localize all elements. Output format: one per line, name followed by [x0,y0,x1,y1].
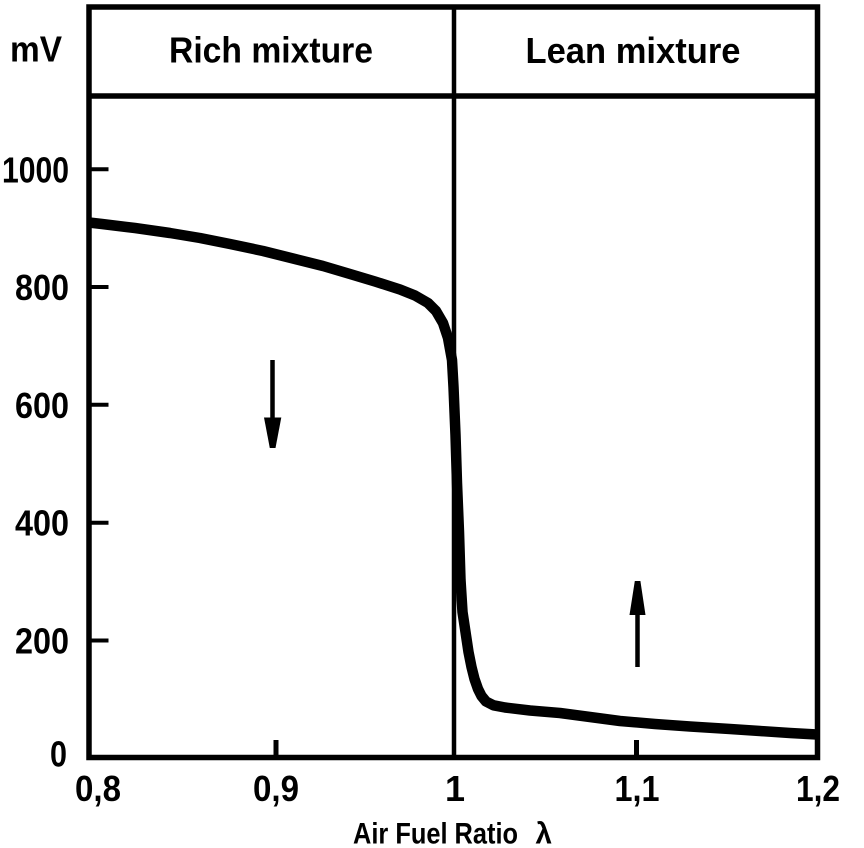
svg-text:800: 800 [15,267,69,308]
svg-text:mV: mV [10,29,62,70]
svg-text:Rich mixture: Rich mixture [169,30,373,71]
svg-text:600: 600 [15,385,69,426]
svg-text:0,9: 0,9 [253,768,299,809]
svg-text:400: 400 [15,503,69,544]
svg-text:Lean mixture: Lean mixture [526,30,741,71]
svg-text:0,8: 0,8 [75,768,121,809]
svg-text:1: 1 [445,768,465,809]
svg-text:Air Fuel Ratio: Air Fuel Ratio [353,818,518,848]
svg-text:λ: λ [536,818,552,848]
svg-text:1,2: 1,2 [796,768,840,809]
svg-text:1000: 1000 [2,150,69,191]
svg-text:1,1: 1,1 [615,768,660,809]
svg-text:0: 0 [50,734,67,775]
svg-text:200: 200 [15,621,69,662]
